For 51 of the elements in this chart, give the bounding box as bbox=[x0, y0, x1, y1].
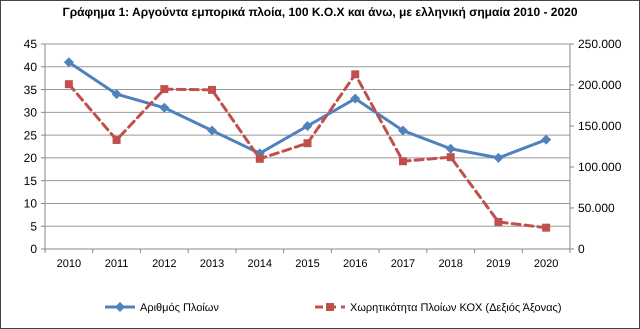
y2-tick-label: 0 bbox=[578, 242, 585, 256]
legend-label: Χωρητικότητα Πλοίων ΚΟΧ (Δεξιός Άξονας) bbox=[350, 302, 562, 314]
point bbox=[304, 139, 312, 148]
y-tick-label: 20 bbox=[24, 151, 38, 166]
point bbox=[64, 57, 74, 68]
y-tick-label: 30 bbox=[24, 106, 38, 120]
x-tick-label: 2012 bbox=[152, 258, 177, 270]
point bbox=[112, 136, 121, 144]
y2-tick-label: 250.000 bbox=[578, 37, 622, 52]
point bbox=[256, 154, 264, 163]
y2-tick-label: 100.000 bbox=[578, 160, 622, 174]
y-tick-label: 25 bbox=[24, 128, 38, 142]
point bbox=[207, 126, 218, 136]
x-tick-label: 2018 bbox=[438, 258, 463, 270]
y-tick-label: 10 bbox=[24, 196, 38, 211]
point bbox=[159, 102, 170, 113]
point bbox=[542, 224, 550, 232]
point bbox=[160, 85, 168, 94]
x-tick-label: 2014 bbox=[248, 258, 272, 270]
y-tick-label: 40 bbox=[24, 60, 38, 74]
x-tick-label: 2016 bbox=[342, 258, 368, 270]
x-tick-label: 2010 bbox=[56, 258, 82, 270]
point bbox=[493, 152, 504, 163]
y-tick-label: 45 bbox=[24, 37, 38, 52]
point bbox=[350, 94, 360, 104]
x-tick-label: 2015 bbox=[295, 258, 320, 270]
x-tick-label: 2019 bbox=[486, 258, 511, 270]
point bbox=[398, 126, 408, 136]
x-tick-label: 2020 bbox=[534, 258, 558, 270]
point bbox=[351, 70, 360, 78]
y2-tick-label: 200.000 bbox=[578, 78, 622, 92]
x-tick-label: 2017 bbox=[390, 258, 416, 270]
point bbox=[541, 134, 552, 145]
point bbox=[112, 89, 122, 100]
point bbox=[446, 153, 455, 162]
x-tick-label: 2011 bbox=[104, 258, 128, 270]
y-tick-label: 35 bbox=[24, 82, 38, 97]
y-tick-label: 0 bbox=[30, 242, 38, 256]
point bbox=[446, 144, 456, 154]
point bbox=[494, 218, 502, 226]
legend-label: Αριθμός Πλοίων bbox=[140, 302, 220, 314]
y-tick-label: 5 bbox=[30, 219, 38, 234]
chart-title: Γράφημα 1: Αργούντα εμπορικά πλοία, 100 Κ.Ο.Χ και άνω, με ελληνική σημαία 2010 - 2020 bbox=[62, 5, 578, 19]
y2-tick-label: 150.000 bbox=[578, 119, 622, 134]
y-tick-label: 15 bbox=[24, 174, 38, 188]
y2-tick-label: 50.000 bbox=[578, 201, 616, 216]
point bbox=[302, 121, 312, 131]
point bbox=[208, 86, 216, 94]
point bbox=[398, 157, 407, 166]
point bbox=[64, 80, 73, 88]
x-tick-label: 2013 bbox=[200, 258, 224, 270]
